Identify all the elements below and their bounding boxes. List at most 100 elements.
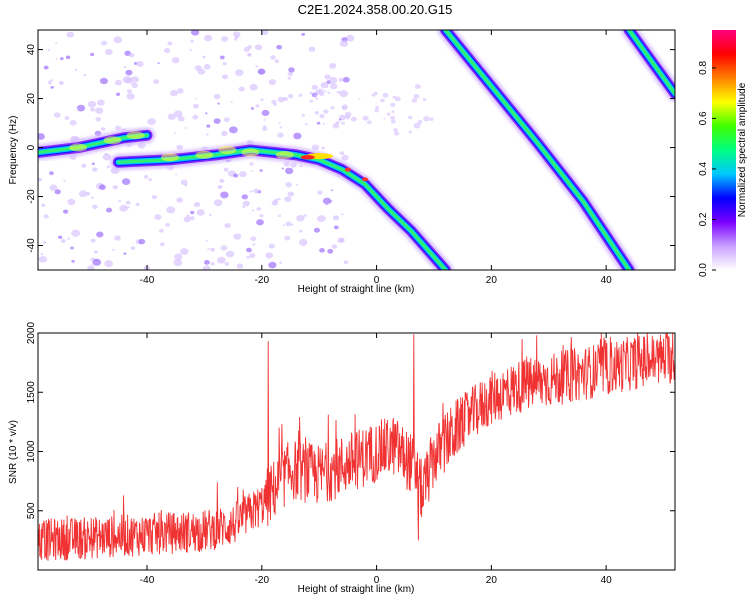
spectrogram-speckle — [339, 151, 345, 156]
spectrogram-speckle — [174, 253, 183, 261]
spectrogram-speckle — [274, 59, 280, 63]
spectrogram-speckle — [309, 91, 314, 95]
spectrogram-speckle — [250, 107, 255, 110]
spectrogram-speckle — [298, 239, 308, 246]
spectrogram-speckle — [282, 224, 285, 227]
spectrogram-speckle — [205, 112, 208, 115]
spectrogram-speckle — [393, 131, 400, 136]
spectrogram-speckle — [314, 94, 318, 97]
spectrogram-speckle — [230, 101, 233, 104]
spectrogram-speckle — [256, 207, 262, 211]
spectrogram-speckle — [263, 118, 266, 121]
spectrogram-speckle — [242, 205, 246, 209]
spectrogram-speckle — [282, 96, 289, 101]
spectrogram-speckle — [411, 98, 418, 103]
colorbar-tick-label: 0.6 — [698, 111, 709, 125]
spectrogram-speckle — [112, 248, 115, 251]
spectrogram-speckle — [299, 229, 303, 233]
spectrogram-speckle — [313, 227, 320, 233]
spectrogram-speckle — [70, 246, 74, 250]
spectrogram-speckle — [114, 125, 122, 131]
spectrogram-speckle — [180, 248, 189, 255]
spectrogram-blob — [126, 131, 145, 140]
spectrogram-speckle — [175, 173, 178, 176]
spectrogram-speckle — [308, 46, 316, 52]
spectrogram-speckle — [98, 184, 106, 190]
spectrogram-speckle — [176, 197, 183, 203]
colorbar-bar — [712, 30, 736, 270]
snr-x-axis-label: Height of straight line (km) — [298, 584, 415, 595]
spectrogram-blob — [160, 153, 179, 162]
spectrogram-speckle — [60, 238, 66, 243]
spectrogram-speckle — [38, 256, 48, 263]
spectrogram-speckle — [67, 198, 76, 206]
spectrogram-speckle — [112, 185, 118, 190]
spectrogram-speckle — [194, 65, 202, 71]
spectrogram-speckle — [233, 37, 238, 41]
spectrogram-speckle — [330, 189, 334, 192]
spectrogram-speckle — [87, 265, 95, 270]
spectrogram-speckle — [104, 260, 114, 268]
spectrogram-speckle — [285, 221, 292, 227]
spectrogram-speckle — [337, 237, 345, 243]
spectrogram-speckle — [66, 31, 75, 38]
spectrogram-speckle — [229, 126, 238, 134]
spectrogram-speckle — [60, 57, 64, 61]
spectrogram-speckle — [202, 265, 211, 270]
spectrogram-speckle — [119, 204, 128, 212]
colorbar-label: Normalized spectral amplitude — [737, 82, 748, 217]
spectrogram-speckle — [278, 122, 281, 125]
spectrogram-speckle — [49, 79, 53, 82]
spectrogram-speckle — [220, 245, 228, 251]
spectrogram-speckle — [177, 116, 185, 122]
spectrogram-speckle — [270, 55, 276, 60]
spectrogram-speckle — [295, 183, 298, 186]
spectrogram-speckle — [249, 83, 258, 91]
spectrogram-speckle — [192, 114, 199, 120]
spectrogram-speckle — [196, 209, 205, 216]
spectrogram-speckle — [92, 258, 102, 266]
spectrogram-speckle — [203, 64, 211, 70]
spectrogram-speckle — [382, 92, 389, 98]
y-tick-label: 2000 — [26, 321, 37, 344]
spectrogram-speckle — [96, 99, 105, 106]
spectrogram-speckle — [210, 262, 215, 266]
spectrogram-speckle — [246, 247, 252, 253]
spectrogram-speckle — [386, 112, 391, 116]
spectrogram-speckle — [91, 162, 95, 165]
spectrogram-speckle — [327, 248, 334, 254]
spectrogram-speckle — [390, 102, 396, 108]
spectrogram-speckle — [290, 223, 294, 226]
spectrogram-speckle — [90, 238, 96, 243]
spectrogram-speckle — [194, 97, 197, 100]
snr-y-axis-label: SNR (10 * v/v) — [8, 420, 19, 484]
spectrogram-speckle — [296, 214, 305, 222]
spectrogram-speckle — [81, 163, 87, 168]
spectrogram-speckle — [159, 242, 165, 247]
spectrogram-speckle — [190, 39, 194, 43]
spectrogram-speckle — [298, 93, 303, 97]
spectrogram-tracks-layer — [38, 30, 675, 270]
spectrogram-speckle — [383, 117, 386, 120]
spectrogram-speckle — [173, 110, 183, 118]
y-tick-label: -40 — [26, 238, 37, 253]
spectrogram-speckle — [114, 79, 123, 86]
spectrogram-speckle — [413, 93, 420, 99]
spectrogram-speckle — [341, 121, 345, 125]
spectrogram-speckle — [213, 93, 221, 100]
spectrogram-speckle — [341, 104, 348, 110]
spectrogram-speckle — [180, 179, 188, 186]
spectrogram-speckle — [63, 179, 66, 182]
spectrogram-x-axis-label: Height of straight line (km) — [298, 284, 415, 295]
spectrogram-speckle — [327, 91, 331, 95]
spectrogram-speckle — [90, 196, 94, 199]
spectrogram-speckle — [249, 253, 256, 259]
spectrogram-speckle — [106, 207, 113, 213]
spectrogram-speckle — [408, 115, 413, 120]
spectrogram-speckle — [342, 76, 350, 83]
spectrogram-speckle — [251, 170, 254, 173]
spectrogram-speckle — [136, 61, 144, 67]
spectrogram-speckle — [324, 90, 327, 93]
spectrogram-speckle — [41, 203, 46, 207]
spectrogram-speckle — [223, 167, 229, 172]
